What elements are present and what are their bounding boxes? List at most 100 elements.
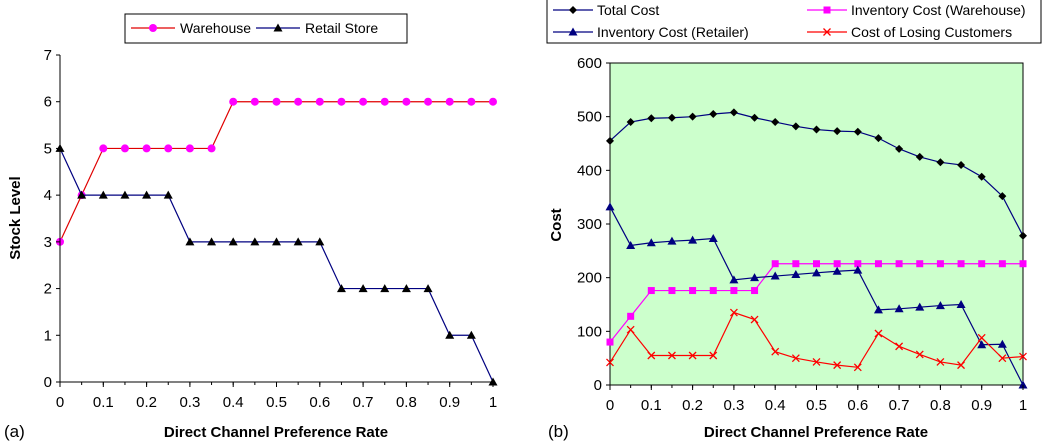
b-point-cost-of-losing-customers <box>998 354 1007 363</box>
b-point-inventory-cost-warehouse <box>833 260 841 268</box>
y-ticks-a: 0 1 2 3 4 5 6 7 <box>44 47 60 391</box>
a-x-tick-label: 0 <box>56 394 64 411</box>
b-point-inventory-cost-warehouse <box>689 287 697 295</box>
y-axis-title-b: Cost <box>548 208 565 241</box>
b-y-tick-label: 500 <box>577 109 602 126</box>
b-point-cost-of-losing-customers <box>667 351 676 360</box>
b-point-inventory-cost-warehouse <box>647 287 655 295</box>
a-point-retail-store <box>380 284 390 293</box>
b-point-inventory-cost-retailer <box>688 235 698 244</box>
a-point-retail-store <box>445 330 455 339</box>
a-point-retail-store <box>293 237 303 246</box>
a-y-tick-label: 5 <box>44 140 52 157</box>
a-point-retail-store <box>120 190 130 199</box>
b-point-inventory-cost-warehouse <box>1019 260 1027 268</box>
b-point-inventory-cost-retailer <box>812 268 821 277</box>
b-point-inventory-cost-retailer <box>791 269 801 278</box>
a-point-retail-store <box>401 284 411 293</box>
b-point-total-cost <box>977 172 986 181</box>
b-point-inventory-cost-retailer <box>708 233 718 242</box>
legend-label-inventory-cost-retailer: Inventory Cost (Retailer) <box>597 24 749 40</box>
b-y-tick-label: 400 <box>577 162 602 179</box>
legend-marker-inventory-cost-warehouse <box>823 6 831 14</box>
a-point-retail-store <box>423 284 433 293</box>
b-point-inventory-cost-warehouse <box>709 287 717 295</box>
legend-a: Warehouse Retail Store <box>124 13 408 44</box>
a-point-retail-store <box>466 330 476 339</box>
a-x-tick-label: 0.1 <box>93 394 114 411</box>
b-y-tick-label: 200 <box>577 270 602 287</box>
b-point-inventory-cost-retailer <box>873 305 883 314</box>
b-point-inventory-cost-retailer <box>605 202 615 211</box>
y-ticks-b: 0 100 200 300 400 500 600 <box>577 55 610 394</box>
b-point-total-cost <box>853 127 862 136</box>
b-point-cost-of-losing-customers <box>957 361 966 370</box>
a-point-retail-store <box>228 237 238 246</box>
chart-panel-a: 0 1 2 3 4 5 6 7 0 0.1 0.2 0.3 0.4 0.5 0.6 0.7 0.8 0.9 1 S… <box>4 13 498 441</box>
b-x-tick-label: 0.5 <box>806 397 827 414</box>
b-x-tick-label: 0.7 <box>889 397 910 414</box>
b-point-inventory-cost-warehouse <box>874 260 882 268</box>
x-ticks-b: 0 0.1 0.2 0.3 0.4 0.5 0.6 0.7 0.8 0.9 1 <box>606 385 1027 414</box>
a-x-tick-label: 0.6 <box>309 394 330 411</box>
b-point-inventory-cost-warehouse <box>936 260 944 268</box>
legend-label-cost-of-losing-customers: Cost of Losing Customers <box>851 24 1012 40</box>
b-point-cost-of-losing-customers <box>729 308 738 317</box>
a-point-retail-store <box>77 190 87 199</box>
a-point-warehouse <box>467 97 476 106</box>
legend-label-warehouse: Warehouse <box>180 20 251 36</box>
b-point-inventory-cost-warehouse <box>792 260 800 268</box>
a-point-warehouse <box>445 97 454 106</box>
b-x-tick-label: 0.1 <box>641 397 662 414</box>
a-point-warehouse <box>120 144 129 153</box>
b-point-inventory-cost-retailer <box>729 275 739 284</box>
a-y-tick-label: 4 <box>44 187 52 204</box>
a-y-tick-label: 1 <box>44 327 52 344</box>
b-point-cost-of-losing-customers <box>874 329 883 338</box>
b-point-inventory-cost-retailer <box>935 301 945 310</box>
legend-box-b <box>546 0 1042 44</box>
b-point-inventory-cost-warehouse <box>606 338 614 346</box>
a-point-warehouse <box>337 97 346 106</box>
b-point-cost-of-losing-customers <box>709 351 718 360</box>
plot-area-a <box>60 55 493 382</box>
b-x-tick-label: 0 <box>606 397 614 414</box>
panel-label-b: (b) <box>548 422 569 441</box>
b-point-inventory-cost-retailer <box>770 271 780 280</box>
a-point-warehouse <box>424 97 433 106</box>
a-point-warehouse <box>142 144 151 153</box>
b-point-total-cost <box>998 192 1007 201</box>
b-point-inventory-cost-warehouse <box>957 260 965 268</box>
a-x-tick-label: 0.2 <box>136 394 157 411</box>
a-x-tick-label: 1 <box>489 394 497 411</box>
series-layer-b <box>605 108 1028 389</box>
a-point-warehouse <box>315 97 324 106</box>
b-point-inventory-cost-retailer <box>853 265 863 274</box>
a-x-tick-label: 0.5 <box>266 394 287 411</box>
b-point-inventory-cost-retailer <box>977 340 987 349</box>
b-point-total-cost <box>874 134 883 143</box>
b-point-total-cost <box>750 113 759 122</box>
b-x-tick-label: 0.6 <box>847 397 868 414</box>
a-point-retail-store <box>185 237 195 246</box>
b-point-inventory-cost-retailer <box>626 240 636 249</box>
a-point-retail-store <box>98 190 108 199</box>
b-point-total-cost <box>647 114 656 123</box>
b-point-inventory-cost-warehouse <box>916 260 924 268</box>
b-point-cost-of-losing-customers <box>771 347 780 356</box>
legend-marker-retail-store <box>273 23 283 32</box>
b-point-inventory-cost-retailer <box>646 238 656 247</box>
b-point-inventory-cost-warehouse <box>730 287 738 295</box>
b-x-tick-label: 0.2 <box>682 397 703 414</box>
a-point-retail-store <box>358 284 368 293</box>
a-y-tick-label: 3 <box>44 234 52 251</box>
a-y-tick-label: 6 <box>44 94 52 111</box>
x-ticks-a: 0 0.1 0.2 0.3 0.4 0.5 0.6 0.7 0.8 0.9 1 <box>56 382 497 411</box>
b-x-tick-label: 1 <box>1019 397 1027 414</box>
a-point-warehouse <box>489 97 497 106</box>
a-x-tick-label: 0.7 <box>353 394 374 411</box>
b-point-inventory-cost-retailer <box>915 302 925 311</box>
a-point-retail-store <box>315 237 325 246</box>
b-point-cost-of-losing-customers <box>647 351 656 360</box>
